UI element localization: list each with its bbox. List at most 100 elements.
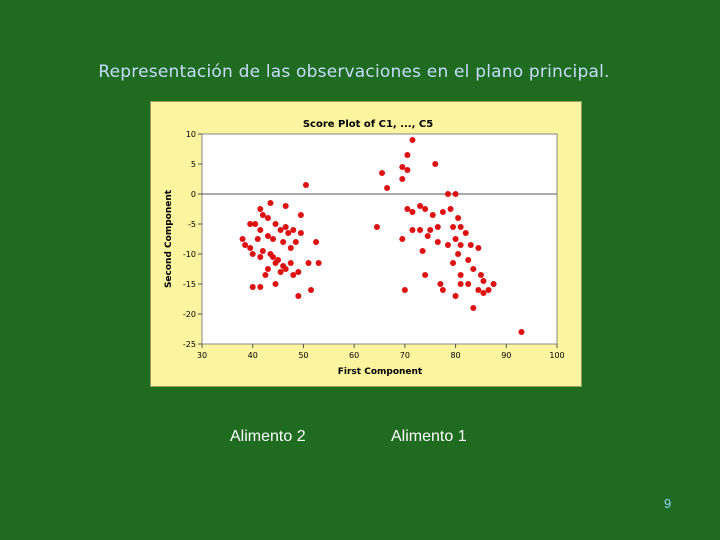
x-tick-label: 50 [298,351,308,360]
scatter-point [422,206,429,212]
scatter-point [417,203,424,209]
scatter-point [379,170,386,176]
page-number: 9 [664,496,672,511]
scatter-point [259,248,266,254]
scatter-point [247,245,254,251]
scatter-point [257,254,264,260]
scatter-point [290,272,297,278]
scatter-point [272,260,279,266]
scatter-point [305,260,312,266]
scatter-point [259,212,266,218]
scatter-point [452,293,459,299]
scatter-point [439,209,446,215]
scatter-point [485,287,492,293]
y-tick-label: 5 [191,160,196,169]
scatter-point [457,272,464,278]
x-tick-label: 80 [450,351,460,360]
x-tick-label: 60 [349,351,359,360]
x-tick-label: 100 [549,351,564,360]
scatter-point [285,230,292,236]
y-tick-label: -15 [183,280,196,289]
scatter-point [295,293,302,299]
scatter-point [404,152,411,158]
scatter-point [470,305,477,311]
scatter-point [270,236,276,242]
scatter-point [297,230,304,236]
y-tick-label: -5 [188,220,196,229]
scatter-point [399,176,406,182]
scatter-point [272,281,279,287]
scatter-point [470,266,477,272]
scatter-point [277,269,284,275]
scatter-point [292,239,299,245]
scatter-point [254,236,261,242]
scatter-point [439,287,446,293]
scatter-point [477,272,484,278]
scatter-point [287,260,294,266]
scatter-point [417,227,424,233]
scatter-point [404,167,411,173]
scatter-point [264,233,271,239]
scatter-point [264,266,271,272]
scatter-point [465,257,472,263]
scatter-point [518,329,525,335]
scatter-point [434,239,441,245]
score-plot-svg: Score Plot of C1, ..., C5 30 40 50 60 70 80 90… [164,119,565,377]
scatter-point [432,161,439,167]
x-tick-label: 70 [400,351,410,360]
x-tick-label: 90 [501,351,511,360]
scatter-point [290,227,297,233]
scatter-point [424,233,431,239]
scatter-point [252,221,259,227]
scatter-point [249,284,256,290]
scatter-point [242,242,249,248]
scatter-point [399,236,406,242]
scatter-point [450,224,457,230]
scatter-point [452,191,459,197]
scatter-point [282,224,289,230]
label-alimento-1: Alimento 1 [391,428,467,445]
scatter-point [267,251,274,257]
scatter-point [490,281,497,287]
scatter-point [444,242,451,248]
scatter-point [297,212,304,218]
scatter-point [282,266,289,272]
y-tick-label: -20 [183,310,196,319]
scatter-point [315,260,322,266]
scatter-point [249,251,256,257]
scatter-point [308,287,315,293]
y-axis-label: Second Component [164,189,174,288]
y-tick-label: 10 [186,130,196,139]
scatter-point [409,137,416,143]
slide-title: Representación de las observaciones en e… [98,62,610,82]
scatter-point [475,287,482,293]
scatter-point [429,212,436,218]
scatter-point [277,227,284,233]
scatter-point [257,227,264,233]
scatter-point [437,281,444,287]
x-axis-ticks: 30 40 50 60 70 80 90 100 [197,344,565,360]
plot-area [201,133,558,345]
x-axis-label: First Component [338,367,423,377]
scatter-point [450,260,457,266]
scatter-point [282,203,289,209]
y-tick-label: -10 [183,250,196,259]
scatter-point [295,269,302,275]
scatter-point [455,215,462,221]
scatter-point [452,236,459,242]
scatter-point [373,224,380,230]
x-tick-label: 40 [248,351,258,360]
scatter-points [239,137,525,335]
score-plot-chart: Score Plot of C1, ..., C5 30 40 50 60 70 80 90… [150,101,582,387]
scatter-point [287,245,294,251]
scatter-point [475,245,482,251]
scatter-point [384,185,391,191]
scatter-point [272,221,279,227]
scatter-point [257,206,264,212]
scatter-point [239,236,246,242]
scatter-point [267,200,274,206]
scatter-point [447,206,454,212]
scatter-point [401,287,408,293]
scatter-point [465,281,472,287]
scatter-point [444,191,451,197]
